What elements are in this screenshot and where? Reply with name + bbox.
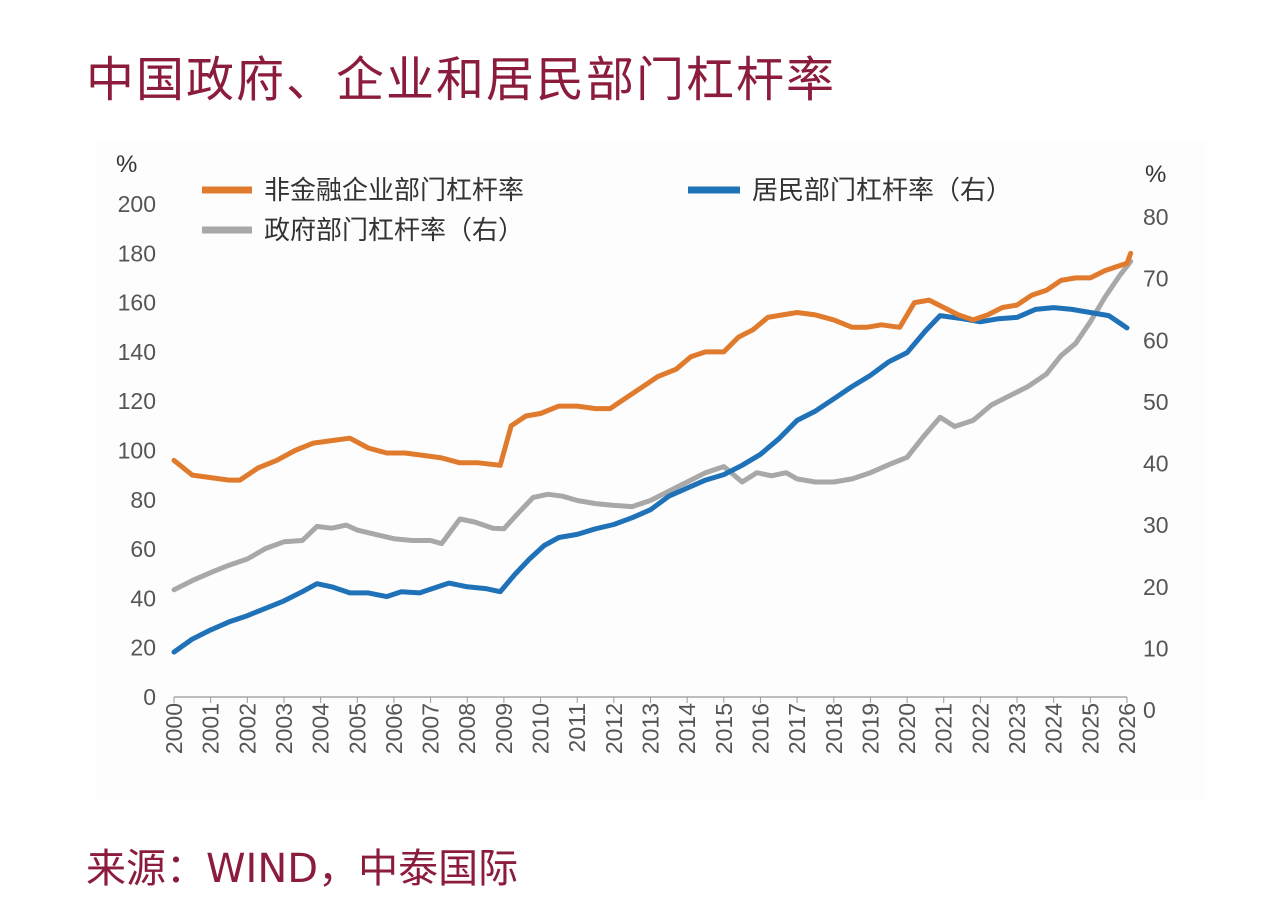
- right-tick-label: 80: [1143, 204, 1169, 230]
- source-note: 来源：WIND，中泰国际: [86, 846, 519, 892]
- x-tick-label: 2002: [234, 703, 260, 754]
- x-tick-label: 2012: [601, 703, 627, 754]
- left-y-axis: 0 20 40 60 80 100 120 140 160 180 200: [118, 191, 156, 710]
- left-tick-label: 20: [130, 635, 156, 661]
- x-tick-label: 2021: [931, 703, 957, 754]
- x-tick-label: 2003: [271, 703, 297, 754]
- x-tick-label: 2008: [454, 703, 480, 754]
- x-tick-label: 2017: [784, 703, 810, 754]
- legend-label-corporate: 非金融企业部门杠杆率: [264, 176, 524, 206]
- x-tick-label: 2000: [161, 703, 187, 754]
- right-tick-label: 50: [1143, 389, 1169, 415]
- left-tick-label: 180: [118, 240, 156, 266]
- legend-item-corporate: 非金融企业部门杠杆率: [202, 176, 524, 206]
- legend-label-household: 居民部门杠杆率（右）: [752, 176, 1012, 206]
- series-line-government: [171, 258, 1134, 593]
- x-tick-label: 2005: [344, 703, 370, 754]
- x-tick-label: 2011: [564, 703, 590, 752]
- x-tick-label: 2007: [418, 703, 444, 754]
- legend-item-government: 政府部门杠杆率（右）: [202, 216, 524, 246]
- series-line-corporate: [171, 250, 1134, 483]
- x-tick-label: 2010: [528, 703, 554, 754]
- x-tick-label: 2001: [198, 703, 224, 754]
- right-y-axis: 0 10 20 30 40 50 60 70 80: [1143, 204, 1169, 723]
- x-tick-label: 2020: [894, 703, 920, 754]
- x-tick-label: 2024: [1041, 703, 1067, 754]
- x-tick-label: 2025: [1077, 703, 1103, 754]
- right-tick-label: 30: [1143, 512, 1169, 538]
- x-tick-label: 2018: [821, 703, 847, 754]
- right-tick-label: 70: [1143, 266, 1169, 292]
- plot-area: [95, 140, 1205, 800]
- left-tick-label: 60: [130, 536, 156, 562]
- x-tick-label: 2006: [381, 703, 407, 754]
- left-tick-label: 100: [118, 438, 156, 464]
- left-tick-label: 80: [130, 487, 156, 513]
- left-tick-label: 160: [118, 290, 156, 316]
- x-tick-label: 2015: [711, 703, 737, 754]
- left-tick-label: 0: [143, 684, 156, 710]
- left-tick-label: 40: [130, 585, 156, 611]
- x-tick-label: 2022: [967, 703, 993, 754]
- left-axis-unit: %: [116, 151, 137, 178]
- right-axis-unit: %: [1145, 161, 1166, 188]
- left-tick-label: 120: [118, 388, 156, 414]
- x-tick-label: 2019: [857, 703, 883, 754]
- right-tick-label: 60: [1143, 327, 1169, 353]
- right-tick-label: 40: [1143, 451, 1169, 477]
- x-tick-label: 2013: [638, 703, 664, 754]
- x-tick-label: 2009: [491, 703, 517, 754]
- left-tick-label: 200: [118, 191, 156, 217]
- x-tick-label: 2023: [1004, 703, 1030, 754]
- right-tick-label: 10: [1143, 635, 1169, 661]
- x-axis: 2000 2001 2002 2003 2004 2005 2006 2007 2008 2009…: [161, 696, 1140, 754]
- chart-title: 中国政府、企业和居民部门杠杆率: [86, 52, 837, 108]
- left-tick-label: 140: [118, 339, 156, 365]
- x-tick-label: 2004: [308, 703, 334, 754]
- right-tick-label: 20: [1143, 574, 1169, 600]
- x-tick-label: 2014: [674, 703, 700, 754]
- legend-item-household: 居民部门杠杆率（右）: [688, 176, 1012, 206]
- series-layer: [171, 250, 1134, 655]
- x-tick-label: 2026: [1114, 703, 1140, 754]
- legend: 非金融企业部门杠杆率 居民部门杠杆率（右） 政府部门杠杆率（右）: [202, 176, 1012, 246]
- x-tick-label: 2016: [747, 703, 773, 754]
- right-tick-label: 0: [1143, 697, 1156, 723]
- legend-label-government: 政府部门杠杆率（右）: [264, 216, 524, 246]
- series-line-household: [171, 305, 1130, 655]
